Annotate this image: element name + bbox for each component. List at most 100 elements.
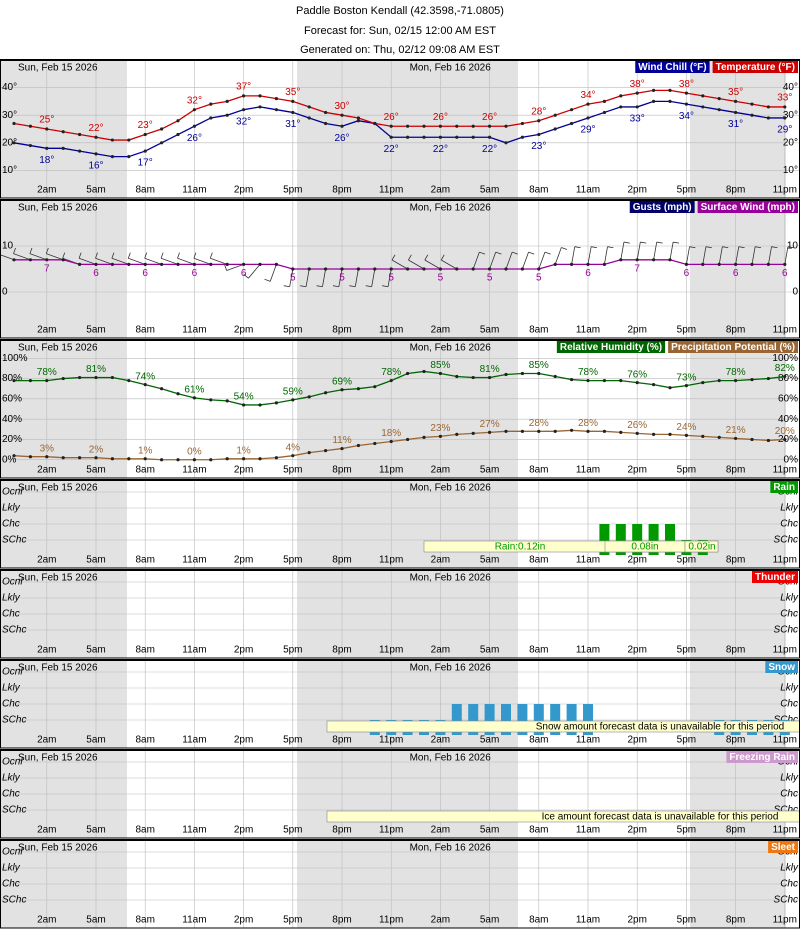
legend-swatch (726, 751, 798, 763)
data-label: 30° (334, 101, 349, 112)
y-tick-label: 30° (2, 110, 17, 121)
x-tick-label: 5am (480, 325, 499, 336)
data-label: 26° (384, 112, 399, 123)
barb-staff (735, 246, 740, 265)
data-point (717, 108, 721, 112)
data-point (570, 377, 574, 382)
data-point (324, 449, 328, 453)
data-point (750, 113, 754, 117)
barb-staff (768, 246, 772, 265)
data-point (242, 262, 246, 266)
data-point (242, 403, 246, 407)
legend-swatch (770, 481, 798, 493)
x-tick-label: 8pm (726, 555, 745, 566)
data-point (537, 119, 541, 123)
category-bar (599, 524, 610, 555)
wind-barb (332, 268, 343, 288)
wind-barb (554, 247, 568, 265)
data-label: 38° (630, 79, 645, 90)
data-point (12, 378, 16, 383)
barb-staff (653, 242, 658, 260)
barb-feather (111, 252, 115, 259)
category-bar (517, 704, 528, 735)
data-point (717, 97, 721, 101)
y-tick-label: SChc (774, 535, 798, 546)
date-label: Mon, Feb 16 2026 (410, 843, 492, 854)
data-point (176, 132, 180, 137)
data-label: 1% (138, 445, 153, 456)
data-point (701, 381, 705, 385)
category-bar (566, 704, 577, 735)
wind-barb (424, 254, 441, 270)
barb-feather (440, 254, 445, 261)
x-tick-label: 5am (86, 325, 105, 336)
x-tick-label: 2am (37, 185, 56, 196)
data-label: 69% (332, 376, 352, 387)
legend-swatch (768, 841, 798, 853)
barb-staff (604, 246, 608, 265)
data-point (406, 135, 410, 139)
wind-barb (538, 251, 551, 270)
x-tick-label: 5am (86, 645, 105, 656)
data-point (356, 116, 360, 120)
y-tick-label: 80% (2, 373, 22, 384)
date-label: Sun, Feb 15 2026 (18, 63, 98, 74)
data-point (192, 262, 196, 266)
wind-barb (408, 254, 425, 270)
data-point (783, 116, 787, 120)
data-point (373, 121, 377, 126)
night-shading (0, 200, 127, 338)
category-bar (665, 524, 675, 555)
data-point (28, 378, 32, 383)
data-point (635, 381, 639, 385)
y-tick-label: SChc (774, 805, 798, 816)
x-tick-label: 2am (431, 915, 450, 926)
night-shading (690, 200, 786, 338)
data-label: 78% (726, 367, 746, 378)
x-tick-label: 8pm (332, 555, 351, 566)
data-point (258, 94, 262, 98)
y-tick-label: SChc (2, 895, 26, 906)
x-tick-label: 11am (576, 555, 600, 566)
x-tick-label: 2am (431, 645, 450, 656)
x-tick-label: 11am (576, 825, 600, 836)
x-tick-label: 5pm (283, 825, 302, 836)
data-point (422, 135, 426, 139)
data-label: 22° (88, 123, 103, 134)
data-point (471, 135, 475, 139)
x-tick-label: 8pm (332, 185, 351, 196)
x-tick-label: 11am (576, 185, 600, 196)
legend-label: Rain (773, 482, 795, 493)
x-tick-label: 11am (182, 465, 206, 476)
x-tick-label: 2am (431, 825, 450, 836)
amount-label: 0.02in (688, 542, 715, 553)
data-point (504, 372, 508, 377)
date-label: Mon, Feb 16 2026 (410, 483, 492, 494)
date-label: Mon, Feb 16 2026 (410, 203, 492, 214)
x-tick-label: 5am (480, 555, 499, 566)
barb-staff (554, 247, 562, 265)
amount-box (326, 810, 800, 823)
legend-label: Sleet (771, 842, 796, 853)
x-tick-label: 8am (529, 645, 548, 656)
category-bar (533, 704, 544, 735)
barb-feather (623, 241, 630, 244)
barb-feather (408, 254, 412, 261)
data-label: 22° (384, 144, 399, 155)
date-label: Sun, Feb 15 2026 (18, 843, 98, 854)
barb-feather (62, 252, 66, 259)
data-point (766, 262, 771, 266)
data-point (635, 105, 639, 109)
data-label: 81% (480, 364, 500, 375)
date-label: Sun, Feb 15 2026 (18, 573, 98, 584)
data-point (766, 105, 771, 109)
y-tick-label: SChc (2, 625, 26, 636)
data-point (438, 124, 442, 128)
x-tick-label: 5pm (677, 185, 696, 196)
data-point (225, 99, 229, 103)
night-shading (690, 340, 786, 478)
x-tick-label: 11pm (379, 825, 403, 836)
data-point (602, 99, 607, 103)
x-tick-label: 8pm (332, 825, 351, 836)
barb-feather (574, 246, 581, 249)
